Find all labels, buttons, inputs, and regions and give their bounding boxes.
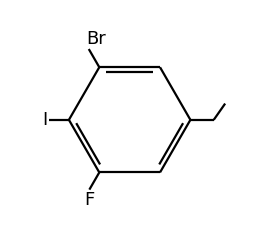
Text: F: F (84, 191, 95, 209)
Text: Br: Br (86, 30, 106, 48)
Text: I: I (43, 111, 48, 129)
